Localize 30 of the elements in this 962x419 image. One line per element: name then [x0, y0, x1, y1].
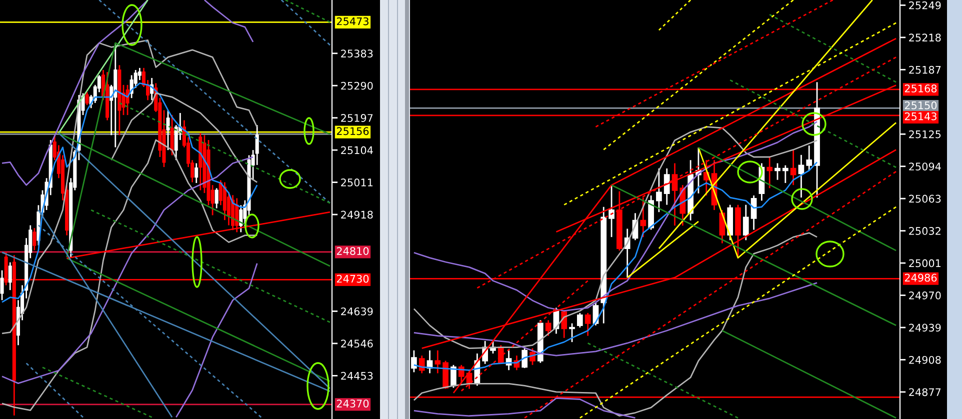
y-tick-label: 24453: [341, 372, 373, 380]
y-tick-label: 25218: [909, 34, 941, 42]
y-tick-label: 25063: [909, 194, 941, 203]
y-tick-label: 25383: [341, 50, 373, 58]
y-tick-label: 24546: [341, 340, 373, 348]
y-tick-label: 25187: [909, 66, 941, 74]
ref-line-label: 24730: [336, 274, 369, 283]
ref-line-label: 25473: [336, 17, 368, 26]
y-tick-label: 25011: [341, 178, 373, 186]
y-tick-label: 25032: [909, 227, 940, 235]
y-tick-label: 24877: [909, 388, 941, 396]
y-tick-label: 25094: [909, 162, 941, 170]
y-tick-label: 25249: [909, 1, 941, 10]
y-tick-label: 24939: [909, 324, 941, 332]
y-tick-label: 25125: [909, 130, 941, 138]
y-tick-label: 25290: [341, 82, 373, 90]
y-tick-label: 25197: [341, 114, 373, 122]
ref-line-label: 25150: [904, 101, 937, 110]
ref-line-label: 24370: [336, 400, 369, 408]
y-tick-label: 24639: [341, 307, 373, 316]
y-tick-label: 24908: [909, 356, 941, 364]
y-tick-label: 24970: [909, 292, 941, 300]
y-tick-label: 24918: [341, 210, 373, 219]
ref-line-label: 25143: [904, 112, 936, 120]
ref-line-label: 25168: [904, 84, 937, 92]
y-tick-label: 25104: [341, 146, 373, 154]
ref-line-label: 24810: [336, 247, 369, 255]
y-tick-label: 25001: [909, 259, 941, 268]
ref-line-label: 24986: [904, 274, 937, 282]
ref-line-label: 25156: [336, 127, 369, 136]
